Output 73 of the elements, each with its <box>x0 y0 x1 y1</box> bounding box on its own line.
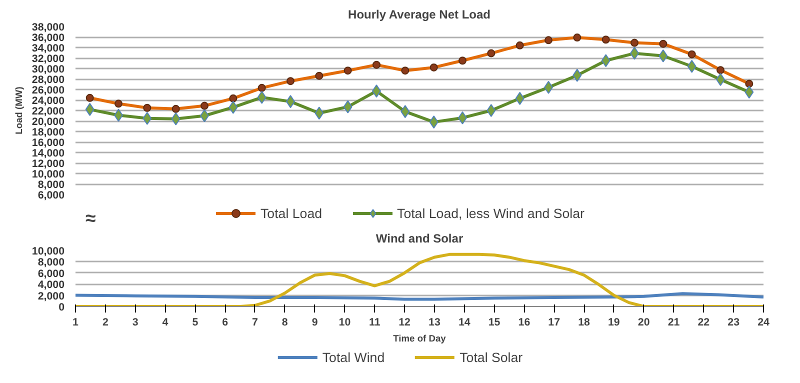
x-tick-label: 13 <box>428 316 440 328</box>
y-tick-label: 34,000 <box>32 42 65 54</box>
point <box>228 100 238 114</box>
y-tick-label: 10,000 <box>32 168 65 180</box>
x-tick-label: 24 <box>758 316 770 328</box>
legend-label: Total Load, less Wind and Solar <box>397 206 584 220</box>
point <box>429 116 438 129</box>
legend-label: Total Load <box>260 206 322 220</box>
y-tick-label: 10,000 <box>32 246 65 258</box>
y-tick-label: 32,000 <box>32 53 65 65</box>
x-tick-label: 9 <box>312 316 318 328</box>
x-tick-label: 22 <box>698 316 710 328</box>
y-tick-label: 8,000 <box>38 179 65 191</box>
point <box>257 90 266 104</box>
x-tick-label: 17 <box>548 316 560 328</box>
x-tick-label: 14 <box>458 316 470 328</box>
point <box>85 102 94 116</box>
x-tick-label: 20 <box>638 316 650 328</box>
x-tick-label: 15 <box>488 316 500 328</box>
point <box>744 86 754 99</box>
y-tick-label: 4,000 <box>38 279 65 292</box>
y-tick-label: 38,000 <box>32 22 65 34</box>
x-tick-label: 23 <box>728 316 740 328</box>
y-tick-label: 26,000 <box>32 84 65 96</box>
point <box>601 54 610 68</box>
y-tick-label: 24,000 <box>32 95 65 107</box>
point <box>515 92 524 105</box>
y-tick-label: 12,000 <box>32 158 65 170</box>
x-axis-title: Time of Day <box>393 334 447 344</box>
x-tick-label: 7 <box>252 316 258 328</box>
y-tick-label: 36,000 <box>32 32 65 44</box>
y-tick-label: 20,000 <box>32 116 65 128</box>
y-tick-label: 18,000 <box>32 126 65 138</box>
point <box>658 49 668 62</box>
point <box>400 105 410 118</box>
x-tick-label: 16 <box>518 316 530 328</box>
y-tick-label: 28,000 <box>32 74 65 86</box>
y-tick-label: 8,000 <box>38 256 65 269</box>
chart-title: Hourly Average Net Load <box>348 8 491 22</box>
y-tick-label: 14,000 <box>32 148 65 160</box>
x-tick-label: 12 <box>398 316 411 328</box>
y-tick-label: 0 <box>58 302 65 314</box>
x-tick-label: 6 <box>222 316 228 328</box>
point <box>687 60 696 73</box>
point <box>486 104 496 117</box>
y-tick-label: 22,000 <box>32 106 65 118</box>
y-axis-title: Load (MW) <box>14 86 24 134</box>
y-tick-label: 6,000 <box>38 268 65 280</box>
y-tick-label: 2,000 <box>38 290 65 302</box>
y-tick-label: 6,000 <box>38 190 65 202</box>
chart-title: Wind and Solar <box>376 232 464 246</box>
legend-label: Total Solar <box>460 350 523 364</box>
point <box>572 68 582 82</box>
x-tick-label: 18 <box>578 316 590 328</box>
text: ≈ <box>86 208 96 228</box>
line-series <box>76 252 764 306</box>
legend-label: Total Wind <box>322 350 385 364</box>
x-tick-label: 21 <box>668 316 680 328</box>
x-tick-label: 5 <box>192 316 198 328</box>
y-tick-label: 16,000 <box>32 137 65 149</box>
x-tick-label: 19 <box>608 316 620 328</box>
x-tick-label: 11 <box>369 316 380 328</box>
x-tick-label: 4 <box>162 316 168 328</box>
x-tick-label: 3 <box>132 316 138 328</box>
point <box>142 112 152 125</box>
point <box>314 106 324 120</box>
x-tick-label: 1 <box>72 316 79 328</box>
x-tick-label: 10 <box>338 316 351 328</box>
x-tick-label: 8 <box>282 316 288 328</box>
point <box>171 112 180 126</box>
y-tick-label: 30,000 <box>32 64 65 76</box>
x-tick-label: 2 <box>102 316 108 328</box>
point <box>343 100 352 114</box>
